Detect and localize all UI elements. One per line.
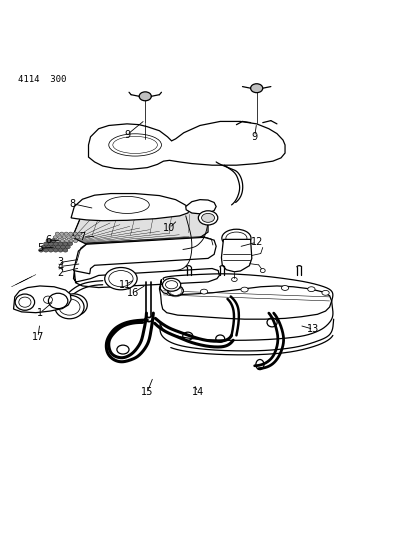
Polygon shape [160,279,332,319]
Text: 4: 4 [57,262,63,271]
Ellipse shape [65,245,70,249]
Ellipse shape [75,236,80,239]
Ellipse shape [49,242,53,246]
Text: 15: 15 [141,387,153,397]
Ellipse shape [73,239,78,243]
Ellipse shape [105,268,137,290]
Ellipse shape [167,291,174,296]
Ellipse shape [58,236,62,239]
Text: 2: 2 [57,268,63,278]
Ellipse shape [322,290,329,295]
Ellipse shape [78,232,82,235]
Ellipse shape [55,232,59,235]
Ellipse shape [200,289,208,294]
Ellipse shape [58,248,63,252]
Text: 8: 8 [69,199,75,209]
Ellipse shape [51,239,55,243]
Ellipse shape [62,236,66,239]
Text: 14: 14 [192,387,204,397]
Ellipse shape [58,242,63,246]
Ellipse shape [162,278,181,291]
Ellipse shape [63,248,68,252]
Ellipse shape [53,242,58,246]
Ellipse shape [39,248,44,252]
Ellipse shape [308,287,315,292]
Text: 11: 11 [119,280,131,290]
Ellipse shape [44,248,49,252]
Text: 10: 10 [164,223,176,233]
Polygon shape [89,122,285,169]
Polygon shape [13,286,71,313]
Ellipse shape [202,213,215,222]
Ellipse shape [73,232,77,235]
Ellipse shape [60,232,64,235]
Ellipse shape [198,211,218,225]
Text: 12: 12 [251,237,263,247]
Ellipse shape [69,239,73,243]
Polygon shape [222,239,252,272]
Ellipse shape [69,232,73,235]
Text: 1: 1 [37,308,43,318]
Text: 3: 3 [57,257,63,268]
Ellipse shape [60,239,64,243]
Text: 9: 9 [252,132,258,142]
Ellipse shape [46,245,51,249]
Ellipse shape [60,294,87,316]
Ellipse shape [51,245,55,249]
Text: 6: 6 [45,235,51,245]
Ellipse shape [139,92,151,101]
Text: 9: 9 [124,130,130,140]
Text: 5: 5 [37,243,43,253]
Ellipse shape [282,286,289,290]
Text: 16: 16 [127,288,139,298]
Ellipse shape [55,239,60,243]
Polygon shape [71,193,190,221]
Ellipse shape [222,229,251,247]
Ellipse shape [49,248,53,252]
Text: 4114  300: 4114 300 [18,75,66,84]
Ellipse shape [63,242,68,246]
Text: 13: 13 [307,324,319,334]
Ellipse shape [67,236,71,239]
Ellipse shape [241,287,248,292]
Ellipse shape [53,236,57,239]
Ellipse shape [53,248,58,252]
Ellipse shape [168,286,183,296]
Polygon shape [73,269,220,288]
Polygon shape [73,237,216,274]
Ellipse shape [68,242,73,246]
Ellipse shape [46,239,51,243]
Polygon shape [72,211,208,244]
Ellipse shape [51,239,55,243]
Ellipse shape [55,245,60,249]
Polygon shape [186,200,216,214]
Ellipse shape [41,245,46,249]
Ellipse shape [71,236,75,239]
Text: 7: 7 [79,232,86,243]
Ellipse shape [251,84,263,93]
Text: 17: 17 [32,333,44,342]
Ellipse shape [60,245,65,249]
Ellipse shape [55,295,84,319]
Ellipse shape [64,239,69,243]
Ellipse shape [64,232,68,235]
Ellipse shape [44,242,49,246]
